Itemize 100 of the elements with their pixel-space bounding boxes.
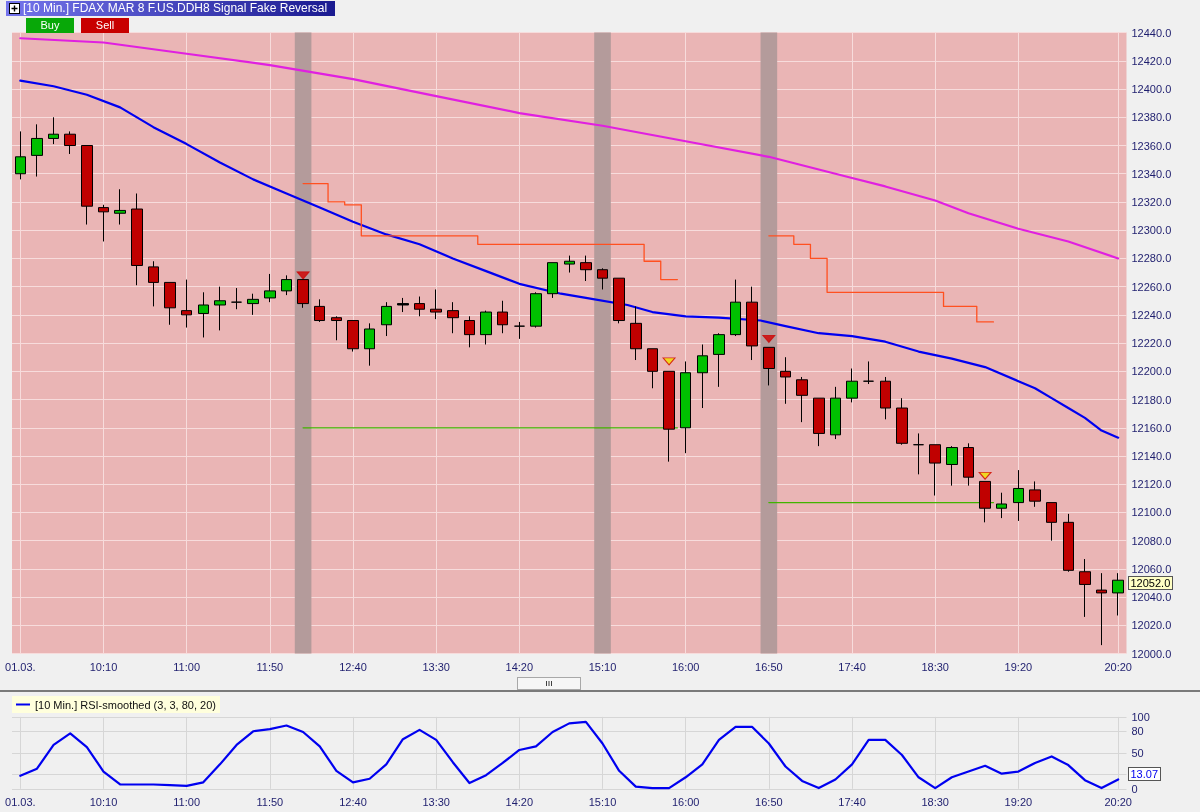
x-tick-label: 16:00 xyxy=(671,796,700,809)
candlestick xyxy=(430,288,442,320)
y-tick-label: 12380.0 xyxy=(1131,111,1172,124)
chart-title: [10 Min.] FDAX MAR 8 F.US.DDH8 Signal Fake Reversal xyxy=(23,1,328,15)
text: Buy xyxy=(40,19,60,31)
y-tick-label: 12200.0 xyxy=(1131,365,1172,378)
x-tick-label: 20:20 xyxy=(1104,661,1132,674)
candlestick xyxy=(929,444,941,497)
x-tick-label: 01.03. xyxy=(5,661,36,674)
candlestick xyxy=(896,397,908,446)
x-tick-label: 01.03. xyxy=(5,796,36,809)
candlestick xyxy=(381,301,392,337)
candlestick xyxy=(613,277,625,324)
candlestick xyxy=(364,322,375,367)
y-tick-label: 12260.0 xyxy=(1131,280,1172,293)
y-tick-label: 12400.0 xyxy=(1131,83,1172,96)
y-tick-label: 12120.0 xyxy=(1131,478,1172,491)
candlestick xyxy=(1079,558,1091,618)
candlestick xyxy=(547,262,558,299)
candlestick xyxy=(198,291,209,338)
y-tick-label: 12140.0 xyxy=(1131,450,1172,463)
x-tick-label: 14:20 xyxy=(505,796,534,809)
y-tick-label: 12440.0 xyxy=(1131,26,1172,39)
candlestick xyxy=(1063,513,1074,573)
candlestick xyxy=(181,279,192,329)
candlestick xyxy=(963,442,974,487)
candlestick xyxy=(796,376,808,423)
candlestick xyxy=(397,297,409,313)
y-tick-label: 12080.0 xyxy=(1131,534,1172,547)
candlestick xyxy=(830,386,841,440)
x-tick-label: 20:20 xyxy=(1104,796,1132,809)
x-tick-label: 17:40 xyxy=(838,796,866,809)
x-tick-label: 14:20 xyxy=(505,661,534,674)
candlestick xyxy=(597,267,608,290)
candlestick xyxy=(1013,469,1024,522)
candlestick xyxy=(48,116,59,145)
candlestick xyxy=(1029,480,1041,508)
candlestick xyxy=(247,293,259,316)
candlestick xyxy=(131,193,143,286)
candlestick xyxy=(114,188,126,226)
candlestick xyxy=(164,281,176,326)
candlestick xyxy=(1096,572,1107,646)
legend-label: [10 Min.] RSI-smoothed (3, 3, 80, 20) xyxy=(35,698,216,711)
candlestick xyxy=(813,397,825,447)
x-tick-label: 18:30 xyxy=(921,796,949,809)
candlestick xyxy=(647,348,658,389)
candlestick xyxy=(331,315,342,341)
x-tick-label: 11:50 xyxy=(256,796,284,809)
y-tick-label: 12160.0 xyxy=(1131,421,1172,434)
x-tick-label: 17:40 xyxy=(838,661,866,674)
candlestick xyxy=(630,305,642,361)
candlestick xyxy=(946,445,958,487)
y-tick-label: 12280.0 xyxy=(1131,252,1172,265)
annotation: 13.07 xyxy=(1127,767,1162,782)
y-tick-label: 12360.0 xyxy=(1131,139,1172,152)
x-tick-label: 10:10 xyxy=(89,661,118,674)
candlestick xyxy=(780,356,791,405)
y-tick-label: 50 xyxy=(1131,746,1144,759)
candlestick xyxy=(98,204,109,242)
candlestick xyxy=(514,321,525,340)
candlestick xyxy=(414,296,425,317)
candlestick xyxy=(231,287,242,310)
x-tick-label: 15:10 xyxy=(588,796,617,809)
candlestick xyxy=(564,255,575,274)
x-tick-label: 15:10 xyxy=(588,661,617,674)
candlestick xyxy=(497,300,508,334)
y-tick-label: 0 xyxy=(1131,782,1138,795)
y-tick-label: 12020.0 xyxy=(1131,619,1172,632)
y-tick-label: 80 xyxy=(1131,725,1144,738)
x-tick-label: 18:30 xyxy=(921,661,949,674)
y-tick-label: 12320.0 xyxy=(1131,195,1172,208)
candlestick xyxy=(697,344,708,409)
x-tick-label: 10:10 xyxy=(89,796,118,809)
candlestick xyxy=(730,279,741,337)
y-tick-label: 12100.0 xyxy=(1131,506,1172,519)
candlestick xyxy=(713,332,725,388)
candlestick xyxy=(15,130,26,180)
x-tick-label: 11:50 xyxy=(256,661,284,674)
y-tick-label: 12040.0 xyxy=(1131,591,1172,604)
candlestick xyxy=(846,368,858,403)
candlestick xyxy=(680,360,691,454)
x-tick-label: 13:30 xyxy=(422,661,450,674)
candlestick xyxy=(979,480,991,523)
candlestick xyxy=(281,274,292,296)
candlestick xyxy=(663,370,675,463)
y-tick-label: 12180.0 xyxy=(1131,393,1172,406)
x-tick-label: 19:20 xyxy=(1004,661,1033,674)
y-tick-label: 12000.0 xyxy=(1131,647,1172,660)
y-tick-label: 12340.0 xyxy=(1131,167,1172,180)
candlestick xyxy=(746,286,758,361)
y-tick-label: 12300.0 xyxy=(1131,224,1172,237)
candlestick xyxy=(763,346,775,386)
x-tick-label: 12:40 xyxy=(339,661,367,674)
annotation: 12052.0 xyxy=(1127,576,1174,591)
candlestick xyxy=(1112,572,1124,616)
candlestick xyxy=(314,298,325,323)
candlestick xyxy=(81,145,93,226)
x-tick-label: 16:50 xyxy=(755,796,783,809)
candlestick xyxy=(880,376,891,420)
candlestick xyxy=(347,320,359,353)
